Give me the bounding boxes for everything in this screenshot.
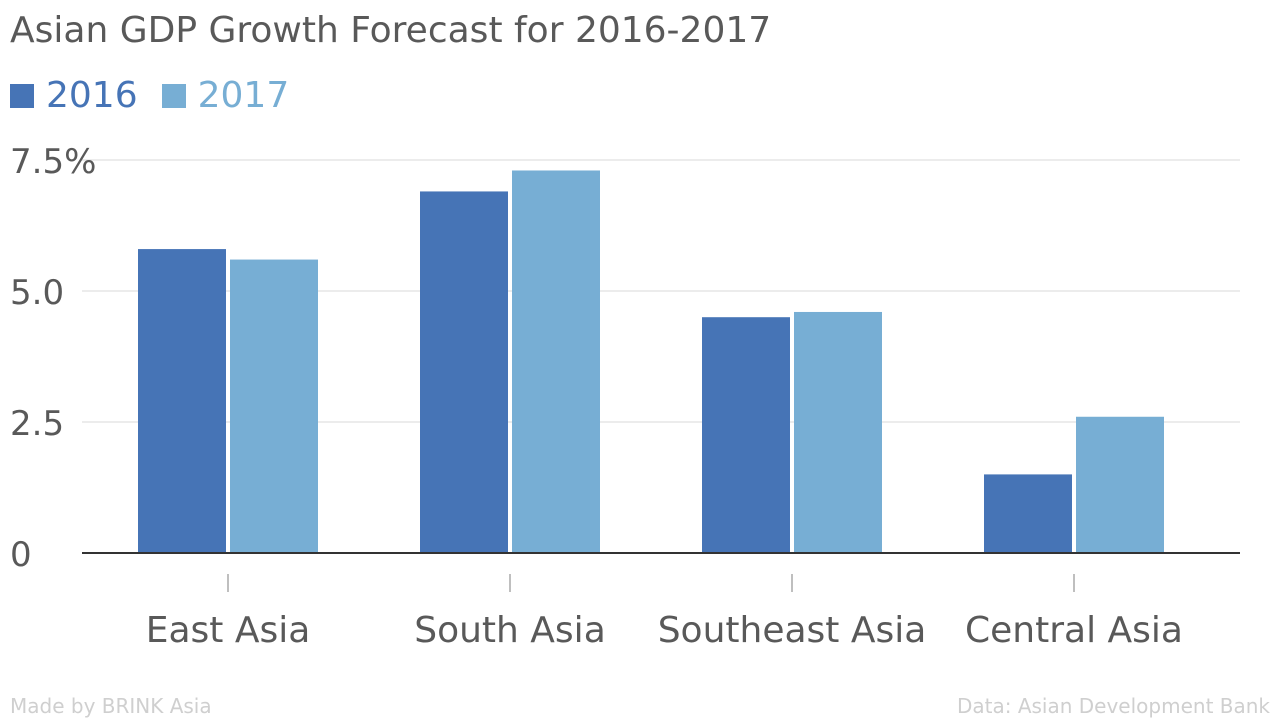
y-tick-label: 5.0 bbox=[10, 273, 64, 313]
footer-credit: Made by BRINK Asia bbox=[10, 694, 212, 718]
legend-item-2016: 2016 bbox=[10, 76, 138, 116]
bar-2017-south-asia bbox=[512, 170, 600, 554]
footer-source: Data: Asian Development Bank bbox=[956, 694, 1270, 718]
x-tick-label: East Asia bbox=[146, 610, 311, 651]
legend-swatch-2016 bbox=[10, 84, 34, 108]
x-tick-label: Southeast Asia bbox=[658, 610, 927, 651]
y-tick-label: 0 bbox=[10, 535, 32, 575]
chart-title: Asian GDP Growth Forecast for 2016-2017 bbox=[10, 10, 772, 51]
bar-2017-east-asia bbox=[230, 259, 318, 553]
x-tick-label: South Asia bbox=[414, 610, 606, 651]
y-tick-label: 2.5 bbox=[10, 404, 64, 444]
legend-item-2017: 2017 bbox=[161, 75, 290, 116]
legend-label-2017: 2017 bbox=[197, 75, 290, 116]
legend-swatch-2017 bbox=[161, 84, 186, 108]
bar-2016-east-asia bbox=[138, 249, 226, 553]
legend: 2016 2017 bbox=[10, 76, 289, 116]
bar-2016-southeast-asia bbox=[702, 317, 790, 553]
x-tick-label: Central Asia bbox=[965, 610, 1183, 651]
bar-2016-central-asia bbox=[984, 474, 1072, 553]
bar-2017-central-asia bbox=[1076, 416, 1164, 553]
bar-2016-south-asia bbox=[420, 191, 508, 553]
bar-2017-southeast-asia bbox=[794, 311, 882, 553]
legend-label-2016: 2016 bbox=[46, 75, 138, 116]
y-tick-label: 7.5% bbox=[10, 142, 96, 182]
